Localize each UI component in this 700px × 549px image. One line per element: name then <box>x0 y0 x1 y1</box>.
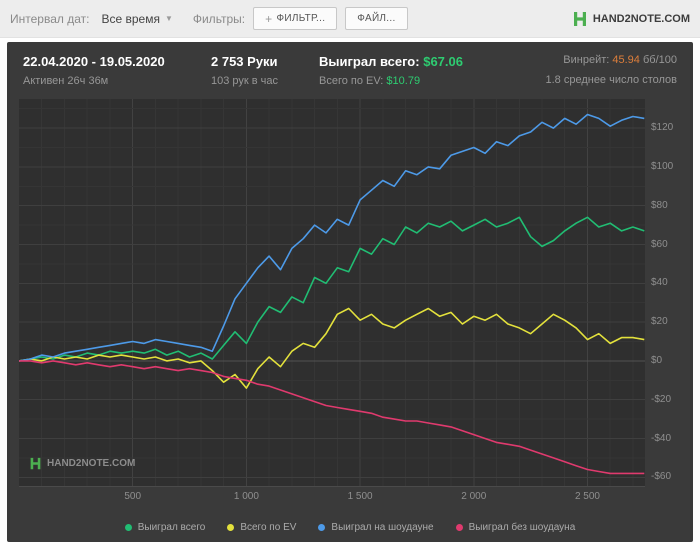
file-button[interactable]: ФАЙЛ... <box>345 7 408 30</box>
ev-value: $10.79 <box>386 75 421 87</box>
chart-legend: Выиграл всего Всего по EV Выиграл на шоуда… <box>7 512 693 542</box>
date-interval-value: Все время <box>101 11 160 26</box>
series-line <box>19 216 645 362</box>
ev-row: Всего по EV: $10.79 <box>319 75 545 87</box>
legend-label: Выиграл без шоудауна <box>468 521 576 533</box>
legend-label: Выиграл всего <box>137 521 206 533</box>
won-total-label: Выиграл всего: <box>319 54 420 69</box>
x-axis-label: 2 000 <box>461 491 487 502</box>
hands-count: 2 753 Руки <box>211 54 278 69</box>
filters-label: Фильтры: <box>192 11 246 26</box>
legend-dot-icon <box>124 523 132 531</box>
brand-text: HAND2NOTE.COM <box>592 12 690 25</box>
toolbar: Интервал дат: Все время ▼ Фильтры: + ФИЛ… <box>0 0 700 38</box>
series-line <box>19 360 645 475</box>
file-button-label: ФАЙЛ... <box>357 13 396 24</box>
watermark-text: HAND2NOTE.COM <box>47 458 136 469</box>
date-range: 22.04.2020 - 19.05.2020 <box>23 54 165 69</box>
hand2note-brand[interactable]: HAND2NOTE.COM <box>572 11 690 27</box>
add-filter-button-label: ФИЛЬТР... <box>276 13 326 24</box>
chart-area: $120 $100 $80 $60 $40 $20 $0 -$20 -$40 -$60 500 1 … <box>19 99 683 512</box>
legend-item[interactable]: Всего по EV <box>227 522 296 533</box>
date-interval-select[interactable]: Все время ▼ <box>97 9 176 29</box>
chevron-down-icon: ▼ <box>164 14 173 23</box>
x-axis-label: 500 <box>124 491 142 502</box>
stats-header: 22.04.2020 - 19.05.2020 Активен 26ч 36м … <box>7 42 693 97</box>
y-axis-label: $80 <box>651 199 668 211</box>
session-panel: 22.04.2020 - 19.05.2020 Активен 26ч 36м … <box>7 42 693 542</box>
legend-dot-icon <box>227 523 235 531</box>
legend-dot-icon <box>318 523 326 531</box>
y-axis-label: -$40 <box>651 432 672 444</box>
y-axis-label: -$60 <box>651 471 672 483</box>
y-axis-label: $100 <box>651 160 674 172</box>
winrate-row: Винрейт: 45.94 бб/100 <box>545 54 677 66</box>
winrate-label: Винрейт: <box>563 54 610 66</box>
y-axis-label: $20 <box>651 316 668 328</box>
series-line <box>19 307 645 389</box>
x-axis-label: 1 000 <box>233 491 259 502</box>
legend-item[interactable]: Выиграл всего <box>124 521 206 533</box>
legend-label: Всего по EV <box>240 521 297 533</box>
hand2note-logo-icon <box>29 457 42 470</box>
active-time: Активен 26ч 36м <box>23 75 109 87</box>
series-line <box>19 113 645 362</box>
legend-label: Выиграл на шоудауне <box>331 521 434 533</box>
legend-dot-icon <box>455 523 463 531</box>
x-axis-label: 1 500 <box>347 491 373 502</box>
chart-watermark: HAND2NOTE.COM <box>29 457 135 470</box>
winrate-value: 45.94 <box>612 54 640 66</box>
winrate-unit: бб/100 <box>642 54 677 66</box>
y-axis-label: $0 <box>651 354 663 366</box>
y-axis-label: -$20 <box>651 393 672 405</box>
y-axis-label: $60 <box>651 238 668 250</box>
equity-chart[interactable] <box>19 99 645 487</box>
x-axis-label: 2 500 <box>574 491 600 502</box>
ev-label: Всего по EV: <box>319 75 384 87</box>
legend-item[interactable]: Выиграл без шоудауна <box>455 521 576 533</box>
plus-icon: + <box>265 11 273 26</box>
hands-per-hour: 103 рук в час <box>211 75 279 87</box>
hands-block: 2 753 Руки 103 рук в час <box>211 54 319 87</box>
winnings-block: Выиграл всего: $67.06 Всего по EV: $10.7… <box>319 54 545 87</box>
avg-tables: 1.8 среднее число столов <box>545 74 677 86</box>
legend-item[interactable]: Выиграл на шоудауне <box>318 521 434 533</box>
won-total-row: Выиграл всего: $67.06 <box>319 54 545 69</box>
date-range-block: 22.04.2020 - 19.05.2020 Активен 26ч 36м <box>23 54 211 87</box>
winrate-block: Винрейт: 45.94 бб/100 1.8 среднее число … <box>545 54 677 86</box>
date-interval-label: Интервал дат: <box>10 11 90 26</box>
hand2note-logo-icon <box>572 11 588 27</box>
add-filter-button[interactable]: + ФИЛЬТР... <box>253 7 338 30</box>
won-total-value: $67.06 <box>423 54 463 69</box>
y-axis-label: $120 <box>651 122 674 134</box>
y-axis-label: $40 <box>651 277 668 289</box>
